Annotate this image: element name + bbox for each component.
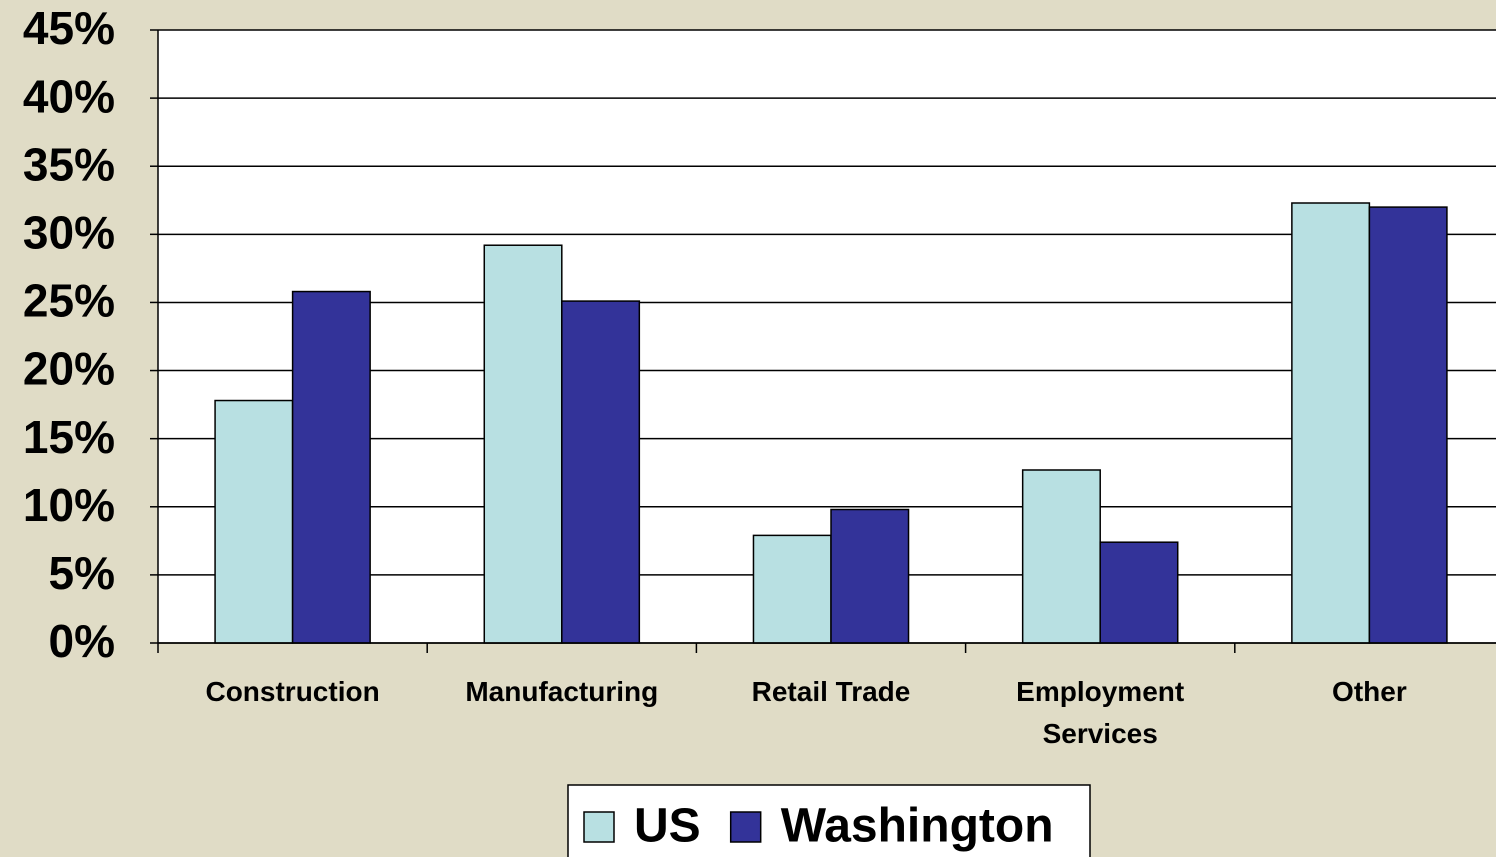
y-tick-label: 45%: [23, 2, 115, 54]
y-tick-label: 35%: [23, 138, 115, 190]
y-tick-label: 20%: [23, 343, 115, 395]
legend-label: Washington: [781, 800, 1054, 853]
bar: [752, 534, 832, 644]
bar: [1021, 469, 1101, 644]
x-tick-label: Construction: [205, 676, 380, 707]
bar: [1099, 541, 1179, 644]
legend-label: US: [634, 800, 701, 853]
y-tick-label: 15%: [23, 411, 115, 463]
y-tick-label: 10%: [23, 479, 115, 531]
bar: [483, 244, 563, 644]
y-tick-label: 5%: [49, 547, 115, 599]
y-tick-label: 25%: [23, 275, 115, 327]
legend-swatch: [729, 811, 762, 843]
x-tick-label: Employment Services: [1016, 676, 1185, 749]
legend-swatch: [583, 811, 615, 843]
bar: [1291, 202, 1371, 644]
bar: [214, 399, 294, 644]
y-tick-label: 0%: [49, 615, 115, 667]
bar: [561, 300, 641, 644]
legend-box: [567, 784, 1091, 857]
y-tick-label: 40%: [23, 70, 115, 122]
x-tick-label: Other: [1332, 676, 1407, 707]
y-tick-label: 30%: [23, 206, 115, 258]
bar: [830, 508, 910, 644]
bar: [291, 290, 371, 644]
bar: [1368, 206, 1448, 644]
x-tick-label: Manufacturing: [465, 676, 659, 707]
x-tick-label: Retail Trade: [751, 676, 911, 707]
